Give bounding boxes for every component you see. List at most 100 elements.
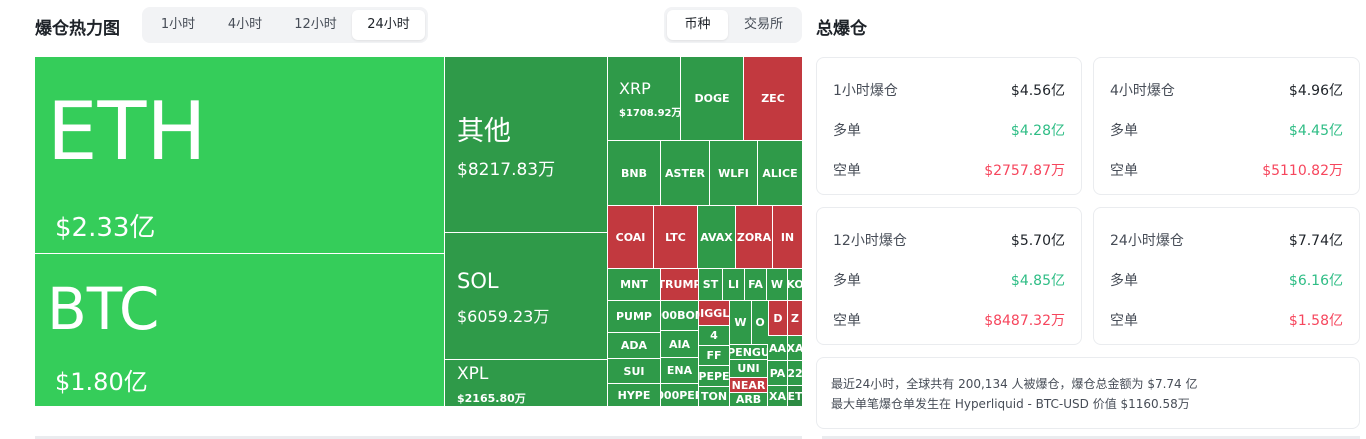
heatmap-cell-pa[interactable]: PA xyxy=(768,361,787,385)
long-value: $4.45亿 xyxy=(1288,123,1343,139)
short-value: $1.58亿 xyxy=(1288,313,1343,329)
short-value: $2757.87万 xyxy=(984,163,1065,179)
cell-amount: $2.33亿 xyxy=(55,213,156,243)
cell-symbol: ALICE xyxy=(762,166,798,180)
heatmap-cell-uni[interactable]: UNI xyxy=(730,360,767,377)
heatmap-cell-arb[interactable]: ARB xyxy=(730,393,767,406)
heatmap-cell-zec[interactable]: ZEC xyxy=(744,57,802,140)
tab-exchange[interactable]: 交易所 xyxy=(743,17,783,32)
group-tabs: 币种 交易所 xyxy=(664,7,802,43)
card-label: 4小时爆仓 xyxy=(1110,83,1175,99)
stats-card-12h: 12小时爆仓 $5.70亿 多单 $4.85亿 空单 $8487.32万 xyxy=(816,207,1082,345)
heatmap-cell-ada[interactable]: ADA xyxy=(608,333,660,358)
tab-4h[interactable]: 4小时 xyxy=(227,17,263,32)
heatmap-cell-ff[interactable]: FF xyxy=(699,346,729,365)
heatmap-cell-aia[interactable]: AIA xyxy=(661,331,698,357)
cell-symbol: SUI xyxy=(623,364,645,378)
short-label: 空单 xyxy=(1110,313,1138,329)
cell-symbol: AA xyxy=(768,341,787,355)
heatmap-cell-1000pepe[interactable]: 1000PEPE xyxy=(661,384,698,406)
heatmap-cell-doge[interactable]: DOGE xyxy=(681,57,743,140)
cell-amount: $1708.92万 xyxy=(619,108,680,119)
heatmap-cell-in[interactable]: IN xyxy=(773,206,802,268)
heatmap-cell-avax[interactable]: AVAX xyxy=(698,206,735,268)
cell-symbol: FF xyxy=(706,349,722,362)
heatmap-cell-coai[interactable]: COAI xyxy=(608,206,653,268)
heatmap-cell-et[interactable]: ET xyxy=(788,386,802,406)
cell-symbol: BNB xyxy=(621,166,647,180)
heatmap-cell-w[interactable]: W xyxy=(767,269,787,300)
heatmap-cell-aster[interactable]: ASTER xyxy=(661,141,709,205)
heatmap-cell-ton[interactable]: TON xyxy=(699,387,729,406)
heatmap-cell-eth[interactable]: ETH $2.33亿 xyxy=(35,57,444,253)
heatmap-cell-w2[interactable]: W xyxy=(730,301,751,344)
heatmap-cell-aa[interactable]: AA xyxy=(768,336,787,360)
heatmap-cell-pengu[interactable]: PENGU xyxy=(730,345,767,359)
heatmap-cell-btc[interactable]: BTC $1.80亿 xyxy=(35,254,444,406)
cell-amount: $6059.23万 xyxy=(457,307,550,326)
heatmap-cell-alice[interactable]: ALICE xyxy=(758,141,802,205)
card-total: $5.70亿 xyxy=(1010,233,1065,249)
long-value: $4.85亿 xyxy=(1010,273,1065,289)
heatmap-cell-zora[interactable]: ZORA xyxy=(736,206,772,268)
heatmap-cell-sol[interactable]: SOL $6059.23万 xyxy=(445,233,607,359)
heatmap-cell-giggle[interactable]: GIGGLE xyxy=(699,301,729,325)
short-label: 空单 xyxy=(833,313,861,329)
liquidation-summary: 最近24小时，全球共有 200,134 人被爆仓，爆仓总金额为 $7.74 亿 … xyxy=(816,357,1360,429)
tab-24h[interactable]: 24小时 xyxy=(352,10,425,40)
cell-symbol: HYPE xyxy=(617,388,651,402)
heatmap-cell-wlfi[interactable]: WLFI xyxy=(710,141,757,205)
heatmap-cell-near[interactable]: NEAR xyxy=(730,378,767,392)
cell-symbol: XRP xyxy=(619,79,651,98)
cell-symbol: DOGE xyxy=(694,92,730,105)
cell-symbol: D xyxy=(773,311,783,325)
heatmap-cell-d[interactable]: D xyxy=(769,301,787,335)
heatmap-cell-trump[interactable]: TRUMP xyxy=(661,269,698,300)
short-label: 空单 xyxy=(833,163,861,179)
heatmap-cell-mnt[interactable]: MNT xyxy=(608,269,660,300)
heatmap-cell-pump[interactable]: PUMP xyxy=(608,301,660,332)
heatmap-cell-other[interactable]: 其他 $8217.83万 xyxy=(445,57,607,232)
heatmap-cell-xrp[interactable]: XRP $1708.92万 xyxy=(608,57,680,140)
cell-symbol: PENGU xyxy=(730,345,767,359)
heatmap-cell-22[interactable]: 22 xyxy=(788,361,802,385)
card-label: 12小时爆仓 xyxy=(833,233,907,249)
heatmap-cell-pepe[interactable]: PEPE xyxy=(699,366,729,386)
cell-symbol: NEAR xyxy=(731,378,766,392)
heatmap-cell-hype[interactable]: HYPE xyxy=(608,384,660,406)
summary-line-2: 最大单笔爆仓单发生在 Hyperliquid - BTC-USD 价值 $116… xyxy=(831,397,1190,411)
heatmap-cell-sui[interactable]: SUI xyxy=(608,359,660,383)
heatmap-cell-4[interactable]: 4 xyxy=(699,326,729,345)
summary-line-1: 最近24小时，全球共有 200,134 人被爆仓，爆仓总金额为 $7.74 亿 xyxy=(831,377,1198,391)
heatmap-cell-1000bonk[interactable]: 1000BONK xyxy=(661,301,698,330)
long-label: 多单 xyxy=(1110,123,1138,139)
heatmap-cell-z[interactable]: Z xyxy=(788,301,802,335)
cell-symbol: COAI xyxy=(615,230,646,244)
heatmap-cell-bnb[interactable]: BNB xyxy=(608,141,660,205)
tab-1h[interactable]: 1小时 xyxy=(160,17,196,32)
heatmap-cell-li[interactable]: LI xyxy=(723,269,744,300)
heatmap-cell-ena[interactable]: ENA xyxy=(661,358,698,383)
heatmap-cell-st[interactable]: ST xyxy=(699,269,722,300)
heatmap-cell-o[interactable]: O xyxy=(752,301,768,344)
long-label: 多单 xyxy=(1110,273,1138,289)
time-range-tabs: 1小时 4小时 12小时 24小时 xyxy=(142,7,428,43)
heatmap-cell-ko[interactable]: KO xyxy=(788,269,802,300)
cell-symbol: 1000PEPE xyxy=(661,388,698,402)
cell-symbol: ET xyxy=(788,389,802,403)
cell-symbol: LI xyxy=(727,278,740,291)
page-title: 爆仓热力图 xyxy=(35,19,120,39)
heatmap-cell-xa[interactable]: XA xyxy=(788,336,802,360)
card-total: $4.56亿 xyxy=(1010,83,1065,99)
divider xyxy=(822,436,1360,439)
stats-card-4h: 4小时爆仓 $4.96亿 多单 $4.45亿 空单 $5110.82万 xyxy=(1093,57,1360,195)
heatmap-cell-fa[interactable]: FA xyxy=(745,269,766,300)
heatmap-cell-ltc[interactable]: LTC xyxy=(654,206,697,268)
heatmap-cell-xpl[interactable]: XPL $2165.80万 xyxy=(445,360,607,406)
tab-coin[interactable]: 币种 xyxy=(667,10,728,40)
cell-symbol: FA xyxy=(748,278,763,291)
tab-12h[interactable]: 12小时 xyxy=(294,17,337,32)
heatmap-cell-xa2[interactable]: XA xyxy=(768,386,787,406)
cell-symbol: GIGGLE xyxy=(699,306,729,320)
short-label: 空单 xyxy=(1110,163,1138,179)
